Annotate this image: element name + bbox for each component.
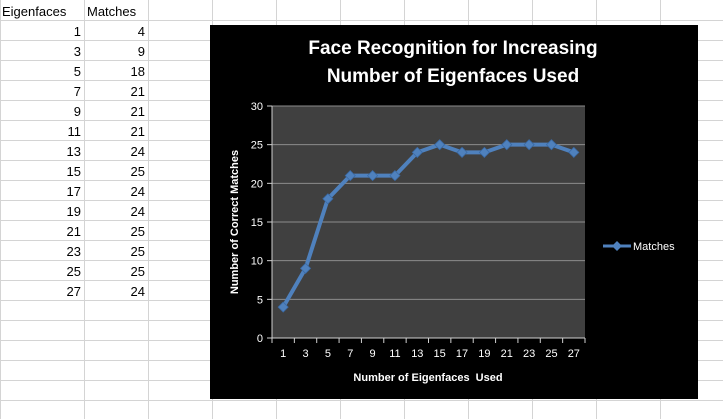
data-point[interactable] (411, 146, 423, 158)
y-tick-label: 0 (257, 333, 263, 345)
cell-matches[interactable]: 21 (130, 104, 145, 119)
x-tick-label: 5 (325, 348, 331, 360)
x-tick-label: 21 (501, 348, 513, 360)
cell-eigenfaces[interactable]: 7 (73, 84, 81, 99)
chart[interactable]: Face Recognition for Increasing Number o… (210, 25, 698, 399)
x-tick-label: 11 (389, 348, 400, 360)
cell-eigenfaces[interactable]: 9 (73, 104, 81, 119)
data-point[interactable] (523, 139, 535, 151)
cell-eigenfaces[interactable]: 1 (73, 24, 81, 39)
legend-label: Matches (633, 241, 675, 253)
data-point[interactable] (277, 301, 289, 313)
cell-matches[interactable]: 18 (130, 64, 145, 79)
cell-eigenfaces[interactable]: 17 (66, 184, 81, 199)
data-point[interactable] (322, 193, 334, 205)
cell-eigenfaces[interactable]: 3 (73, 44, 81, 59)
data-point[interactable] (568, 146, 580, 158)
cell-eigenfaces[interactable]: 27 (66, 284, 81, 299)
cell-eigenfaces[interactable]: 5 (73, 64, 81, 79)
y-tick-label: 15 (251, 217, 263, 229)
x-tick-label: 25 (545, 348, 557, 360)
cell-eigenfaces[interactable]: 25 (66, 264, 81, 279)
data-point[interactable] (456, 146, 468, 158)
cell-matches[interactable]: 24 (130, 144, 145, 159)
cell-eigenfaces[interactable]: 21 (66, 224, 81, 239)
gridlines (272, 105, 585, 300)
data-point[interactable] (478, 146, 490, 158)
x-tick-label: 19 (478, 348, 490, 360)
x-axis-ticks: 1 3 5 7 9 11 13 15 17 19 21 23 25 27 (271, 338, 586, 360)
legend[interactable]: Matches (603, 241, 675, 253)
cell-eigenfaces[interactable]: 15 (66, 164, 81, 179)
data-point[interactable] (367, 170, 379, 182)
x-tick-label: 15 (434, 348, 446, 360)
cell-matches[interactable]: 25 (130, 224, 145, 239)
x-tick-label: 1 (280, 348, 286, 360)
cell-matches[interactable]: 25 (130, 164, 145, 179)
y-tick-label: 20 (251, 178, 263, 190)
cell-matches[interactable]: 25 (130, 244, 145, 259)
cell-eigenfaces[interactable]: 19 (66, 204, 81, 219)
cell-eigenfaces[interactable]: 23 (66, 244, 81, 259)
x-tick-label: 27 (568, 348, 580, 360)
data-point[interactable] (389, 170, 401, 182)
cell-eigenfaces[interactable]: 11 (67, 124, 82, 139)
cell-eigenfaces[interactable]: 13 (66, 144, 81, 159)
legend-marker (612, 241, 622, 251)
cell-matches[interactable]: 9 (137, 44, 145, 59)
cell-matches[interactable]: 24 (130, 204, 145, 219)
x-tick-label: 9 (370, 348, 376, 360)
x-tick-label: 7 (347, 348, 353, 360)
chart-title-line2: Number of Eigenfaces Used (327, 66, 579, 87)
x-axis-title: Number of Eigenfaces Used (353, 372, 502, 384)
y-tick-label: 25 (251, 140, 263, 152)
chart-title-line1: Face Recognition for Increasing (308, 38, 597, 59)
cell-matches[interactable]: 21 (130, 84, 145, 99)
cell-matches[interactable]: 25 (130, 264, 145, 279)
x-tick-label: 3 (302, 348, 308, 360)
x-tick-label: 17 (456, 348, 468, 360)
y-tick-label: 5 (257, 294, 263, 306)
header-cell-matches[interactable]: Matches (87, 4, 137, 19)
data-point[interactable] (545, 139, 558, 151)
y-axis-ticks: 0 5 10 15 20 25 30 (251, 101, 272, 345)
data-point[interactable] (501, 139, 513, 151)
cell-matches[interactable]: 24 (130, 184, 145, 199)
chart-svg: Face Recognition for Increasing Number o… (210, 25, 698, 399)
y-tick-label: 30 (251, 101, 263, 113)
cell-matches[interactable]: 4 (137, 24, 145, 39)
data-point[interactable] (434, 139, 446, 151)
x-tick-label: 23 (523, 348, 535, 360)
y-axis-title: Number of Correct Matches (229, 150, 241, 294)
cell-matches[interactable]: 21 (130, 124, 145, 139)
header-cell-eigenfaces[interactable]: Eigenfaces (2, 4, 67, 19)
series-matches (277, 139, 580, 313)
x-tick-label: 13 (411, 348, 423, 360)
data-point[interactable] (344, 170, 356, 182)
cell-matches[interactable]: 24 (130, 284, 145, 299)
y-tick-label: 10 (251, 256, 263, 268)
data-point[interactable] (299, 262, 312, 274)
